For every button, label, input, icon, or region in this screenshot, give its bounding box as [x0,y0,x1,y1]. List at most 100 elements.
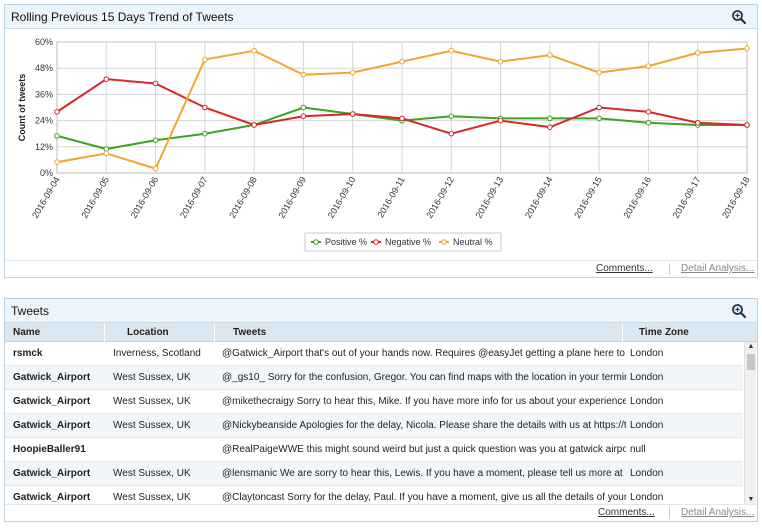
cell-name: Gatwick_Airport [13,492,91,503]
data-point [54,109,60,115]
detail-analysis-link[interactable]: Detail Analysis... [681,263,755,274]
data-point [547,124,553,130]
x-tick-label: 2016-09-05 [79,175,111,220]
data-point [152,137,159,144]
chart-panel-title: Rolling Previous 15 Days Trend of Tweets [11,10,234,24]
cell-time-zone: London [630,492,664,503]
y-tick-label: 24% [35,116,53,126]
chart-series [54,45,750,172]
y-axis-title: Count of tweets [17,74,27,142]
table-scrollbar[interactable]: ▲ ▼ [744,342,756,505]
tweets-table-header: Name Location Tweets Time Zone [5,323,757,342]
table-row[interactable]: Gatwick_Airport West Sussex, UK @Nickybean… [5,414,743,438]
cell-location: Inverness, Scotland [113,348,201,359]
legend-box [304,232,502,252]
legend-label[interactable]: Positive % [325,237,367,247]
cell-time-zone: London [630,372,664,383]
data-point [54,133,60,139]
data-point [103,150,110,157]
cell-location: West Sussex, UK [113,372,191,383]
cell-time-zone: London [630,468,664,479]
tweets-panel-header: Tweets [5,299,757,323]
x-tick-label: 2016-09-10 [326,175,358,220]
chart-legend: Positive % Negative % Neutral % [304,232,502,252]
magnifier-plus-icon[interactable] [731,303,747,319]
data-point [694,119,701,126]
legend-marker [373,239,379,245]
data-point [448,113,455,120]
tweets-panel: Tweets Name Location Tweets Time Zone rs… [4,298,758,522]
cell-name: HoopieBaller91 [13,444,86,455]
x-tick-label: 2016-09-15 [572,175,604,220]
chevron-down-icon[interactable]: ▼ [747,496,755,503]
column-header-time-zone[interactable]: Time Zone [639,327,689,338]
data-point [251,122,257,128]
cell-tweet: @_gs10_ Sorry for the confusion, Gregor.… [222,372,626,383]
y-tick-label: 12% [35,142,53,152]
legend-label[interactable]: Neutral % [453,237,493,247]
y-tick-label: 36% [35,89,53,99]
data-point [497,117,504,124]
data-point [202,104,208,111]
detail-analysis-link[interactable]: Detail Analysis... [681,507,755,518]
cell-name: Gatwick_Airport [13,468,91,479]
data-point [300,71,307,78]
chevron-up-icon[interactable]: ▲ [747,343,755,350]
table-row[interactable]: HoopieBaller91 @RealPaigeWWE this might s… [5,438,743,462]
table-row[interactable]: Gatwick_Airport West Sussex, UK @mikethecr… [5,390,743,414]
data-point [399,115,405,122]
data-point [399,58,405,65]
data-point [547,115,553,122]
data-point [448,47,455,54]
data-point [744,122,750,128]
data-point [54,159,60,165]
x-tick-label: 2016-09-07 [178,175,210,220]
cell-tweet: @Nickybeanside Apologies for the delay, … [222,420,626,431]
cell-name: Gatwick_Airport [13,396,91,407]
x-tick-label: 2016-09-12 [424,175,456,220]
cell-location: West Sussex, UK [113,396,191,407]
cell-name: Gatwick_Airport [13,372,91,383]
cell-location: West Sussex, UK [113,468,191,479]
footer-divider [669,263,670,275]
data-point [448,130,455,137]
column-header-tweets[interactable]: Tweets [215,323,623,342]
x-tick-label: 2016-09-04 [30,175,62,220]
data-point [349,111,356,117]
data-point [744,45,750,52]
table-row[interactable]: rsmck Inverness, Scotland @Gatwick_Airport… [5,342,743,366]
chart-panel-footer: Comments... Detail Analysis... [5,260,757,277]
cell-time-zone: London [630,396,664,407]
y-axis-ticks: 0% 12% 24% 36% 48% 60% [35,37,53,178]
data-point [202,56,208,63]
data-point [349,69,356,76]
magnifier-plus-icon[interactable] [731,9,747,25]
trend-chart-panel: Rolling Previous 15 Days Trend of Tweets… [4,4,758,278]
x-tick-label: 2016-09-13 [474,175,506,220]
data-point [547,52,553,58]
data-point [645,119,652,126]
data-point [103,76,110,82]
y-tick-label: 60% [35,37,53,47]
comments-link[interactable]: Comments... [596,263,653,274]
cell-tweet: @mikethecraigy Sorry to hear this, Mike.… [222,396,626,407]
y-tick-label: 48% [35,63,53,73]
table-row[interactable]: Gatwick_Airport West Sussex, UK @_gs10_ So… [5,366,743,390]
x-axis-ticks: 2016-09-04 2016-09-05 2016-09-06 2016-09-07… [30,175,752,220]
legend-label[interactable]: Negative % [385,237,431,247]
table-row[interactable]: Gatwick_Airport West Sussex, UK @lensmanic… [5,462,743,486]
x-tick-label: 2016-09-14 [523,175,555,220]
legend-marker [441,239,447,245]
column-header-name[interactable]: Name [5,323,105,342]
table-row[interactable]: Gatwick_Airport West Sussex, UK @Claytonca… [5,486,743,505]
column-header-location[interactable]: Location [105,323,215,342]
data-point [694,50,701,56]
cell-name: Gatwick_Airport [13,420,91,431]
x-tick-label: 2016-09-09 [276,175,308,220]
scrollbar-thumb[interactable] [747,354,755,370]
comments-link[interactable]: Comments... [598,507,655,518]
data-point [596,104,602,111]
cell-name: rsmck [13,348,43,359]
data-point [152,80,159,87]
cell-time-zone: null [630,444,646,455]
